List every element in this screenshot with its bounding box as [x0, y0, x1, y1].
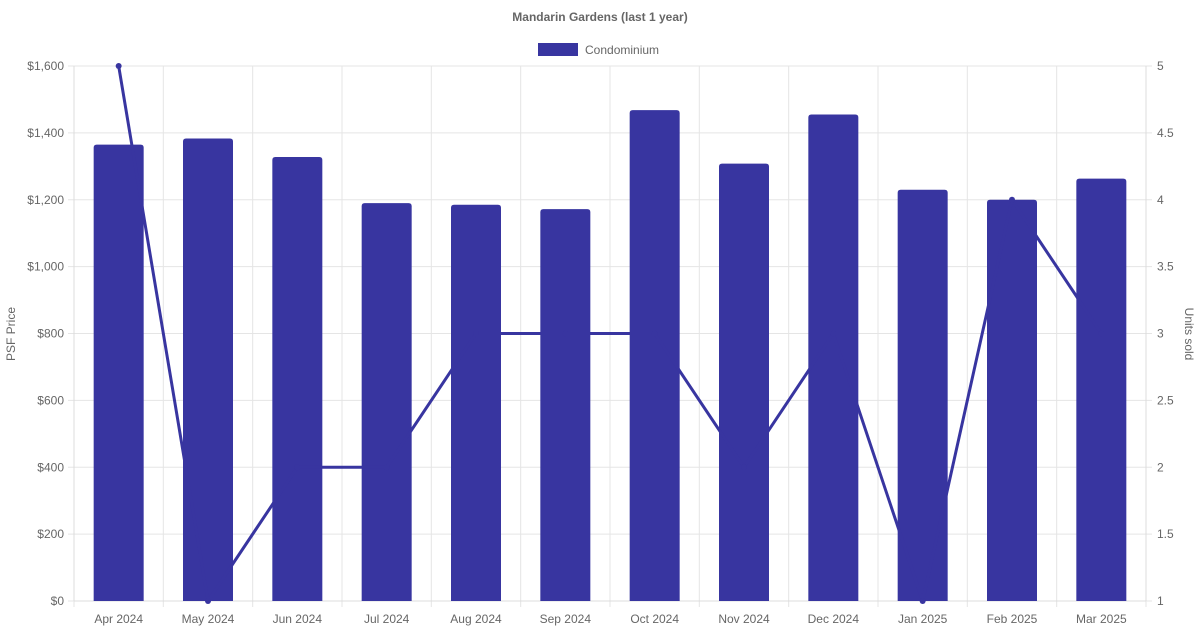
x-tick-label: Aug 2024	[450, 612, 502, 626]
legend[interactable]: Condominium	[538, 43, 659, 57]
bar-condominium[interactable]	[897, 189, 948, 601]
right-axis-title: Units sold	[1182, 308, 1196, 361]
left-tick-label: $200	[37, 527, 64, 541]
units-sold-point[interactable]	[830, 330, 837, 337]
bar-condominium[interactable]	[272, 156, 323, 601]
legend-label-condominium[interactable]: Condominium	[585, 43, 659, 57]
left-tick-label: $400	[37, 460, 64, 474]
x-tick-label: Jun 2024	[273, 612, 323, 626]
x-tick-label: Apr 2024	[94, 612, 143, 626]
left-tick-label: $800	[37, 327, 64, 341]
x-axis-ticks: Apr 2024 May 2024 Jun 2024 Jul 2024 Aug 2024…	[94, 612, 1127, 626]
units-sold-point[interactable]	[1009, 196, 1015, 203]
left-tick-label: $1,600	[27, 59, 64, 73]
left-tick-label: $0	[51, 594, 65, 608]
bar-condominium[interactable]	[987, 199, 1037, 601]
bar-condominium[interactable]	[451, 204, 501, 601]
units-sold-point[interactable]	[115, 63, 122, 69]
bar-condominium[interactable]	[361, 203, 412, 601]
x-tick-label: Sep 2024	[540, 612, 592, 626]
units-sold-point[interactable]	[473, 330, 479, 337]
right-tick-label: 2.5	[1157, 393, 1174, 407]
right-tick-label: 3.5	[1157, 260, 1174, 274]
bar-condominium[interactable]	[93, 144, 144, 601]
bar-series-condominium	[93, 110, 1127, 602]
left-axis-ticks: $0 $200 $400 $600 $800 $1,000 $1,200 $1,400 $1,6…	[27, 59, 64, 608]
bar-condominium[interactable]	[808, 114, 859, 601]
x-tick-label: Dec 2024	[808, 612, 860, 626]
x-tick-label: Mar 2025	[1076, 612, 1127, 626]
left-tick-label: $1,000	[27, 260, 64, 274]
x-tick-label: May 2024	[182, 612, 235, 626]
bar-condominium[interactable]	[183, 138, 233, 601]
bar-condominium[interactable]	[540, 209, 591, 602]
x-tick-label: Nov 2024	[718, 612, 770, 626]
left-tick-label: $1,200	[27, 193, 64, 207]
units-sold-point[interactable]	[562, 330, 569, 337]
units-sold-point[interactable]	[651, 330, 658, 337]
units-sold-point[interactable]	[1098, 330, 1105, 337]
units-sold-point[interactable]	[741, 464, 747, 471]
line-series-units-sold	[115, 63, 1105, 604]
left-tick-label: $1,400	[27, 126, 64, 140]
right-tick-label: 5	[1157, 59, 1164, 73]
units-sold-point[interactable]	[919, 598, 926, 604]
right-tick-label: 3	[1157, 327, 1164, 341]
bar-condominium[interactable]	[629, 110, 680, 601]
right-tick-label: 1.5	[1157, 527, 1174, 541]
right-tick-label: 4	[1157, 193, 1164, 207]
x-tick-label: Jul 2024	[364, 612, 410, 626]
bar-condominium[interactable]	[1076, 178, 1127, 601]
x-tick-label: Jan 2025	[898, 612, 948, 626]
units-sold-point[interactable]	[294, 464, 301, 471]
units-sold-point[interactable]	[205, 598, 211, 604]
left-tick-label: $600	[37, 393, 64, 407]
right-axis-ticks: 1 1.5 2 2.5 3 3.5 4 4.5 5	[1157, 59, 1174, 608]
x-tick-label: Feb 2025	[987, 612, 1038, 626]
x-tick-label: Oct 2024	[630, 612, 679, 626]
units-sold-point[interactable]	[383, 464, 390, 471]
chart-title: Mandarin Gardens (last 1 year)	[512, 10, 687, 24]
right-tick-label: 2	[1157, 460, 1164, 474]
units-sold-line	[117, 65, 1103, 603]
right-tick-label: 4.5	[1157, 126, 1174, 140]
left-axis-title: PSF Price	[4, 307, 18, 361]
bar-condominium[interactable]	[719, 163, 769, 601]
right-tick-label: 1	[1157, 594, 1164, 608]
legend-swatch-condominium[interactable]	[538, 43, 578, 56]
